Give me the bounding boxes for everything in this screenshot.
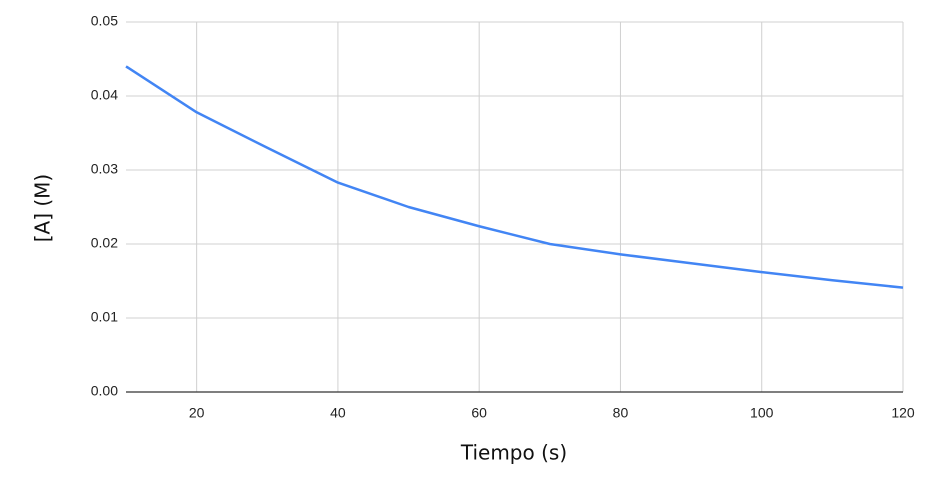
y-tick-label: 0.05 [91,13,118,29]
y-tick-label: 0.02 [91,235,118,251]
x-tick-label: 100 [750,405,774,421]
x-tick-label: 80 [613,405,629,421]
x-tick-label: 120 [891,405,915,421]
y-tick-label: 0.03 [91,161,118,177]
x-tick-label: 40 [330,405,346,421]
data-line [125,65,904,289]
y-axis-title: [A] (M) [31,174,55,243]
y-tick-label: 0.01 [91,309,118,325]
y-tick-label: 0.04 [91,87,118,103]
x-tick-label: 20 [189,405,205,421]
x-tick-label: 60 [471,405,487,421]
y-tick-label: 0.00 [91,383,118,399]
x-axis-title: Tiempo (s) [460,441,567,465]
